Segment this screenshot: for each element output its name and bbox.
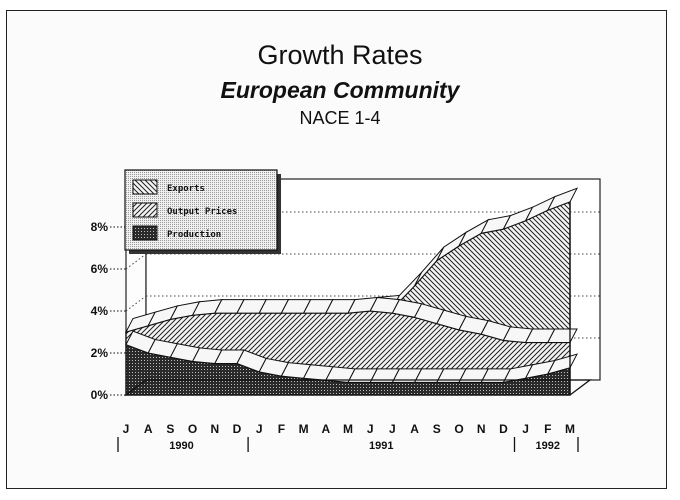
legend-label: Production <box>167 229 221 240</box>
year-label: 1992 <box>536 440 560 452</box>
x-tick-label: J <box>123 422 130 436</box>
x-tick-label: M <box>299 422 309 436</box>
x-tick-label: N <box>477 422 486 436</box>
x-tick-label: A <box>321 422 330 436</box>
legend-label: Exports <box>167 184 205 194</box>
chart-title: Growth Rates <box>257 40 423 70</box>
x-tick-label: O <box>188 422 197 436</box>
x-tick-label: N <box>210 422 219 436</box>
x-tick-label: A <box>410 422 419 436</box>
x-tick-label: J <box>256 422 263 436</box>
gridline-side-6 <box>125 253 147 270</box>
x-tick-label: D <box>233 422 242 436</box>
x-tick-label: J <box>522 422 529 436</box>
x-tick-label: F <box>278 422 285 436</box>
x-tick-label: J <box>367 422 374 436</box>
x-tick-label: D <box>499 422 508 436</box>
y-tick-label: 4% <box>91 304 109 318</box>
x-tick-label: O <box>454 422 463 436</box>
area-top-exports <box>546 187 579 212</box>
year-label: 1991 <box>369 440 393 452</box>
legend-swatch <box>132 202 158 218</box>
x-tick-label: A <box>144 422 153 436</box>
chart-subtitle: European Community <box>220 77 460 103</box>
year-label: 1990 <box>169 440 193 452</box>
x-tick-label: S <box>166 422 174 436</box>
y-tick-label: 8% <box>91 220 109 234</box>
x-tick-label: F <box>544 422 551 436</box>
y-tick-label: 2% <box>91 346 109 360</box>
y-tick-label: 0% <box>91 388 109 402</box>
floor-edge <box>124 379 592 396</box>
legend-swatch <box>132 225 158 241</box>
y-tick-label: 6% <box>91 262 109 276</box>
x-tick-label: J <box>389 422 396 436</box>
x-tick-label: M <box>565 422 575 436</box>
x-tick-label: M <box>343 422 353 436</box>
x-tick-label: S <box>433 422 441 436</box>
chart-note: NACE 1-4 <box>299 108 381 128</box>
legend-swatch <box>132 179 158 195</box>
gridline-side-4 <box>125 295 147 312</box>
legend-label: Output Prices <box>167 206 237 217</box>
